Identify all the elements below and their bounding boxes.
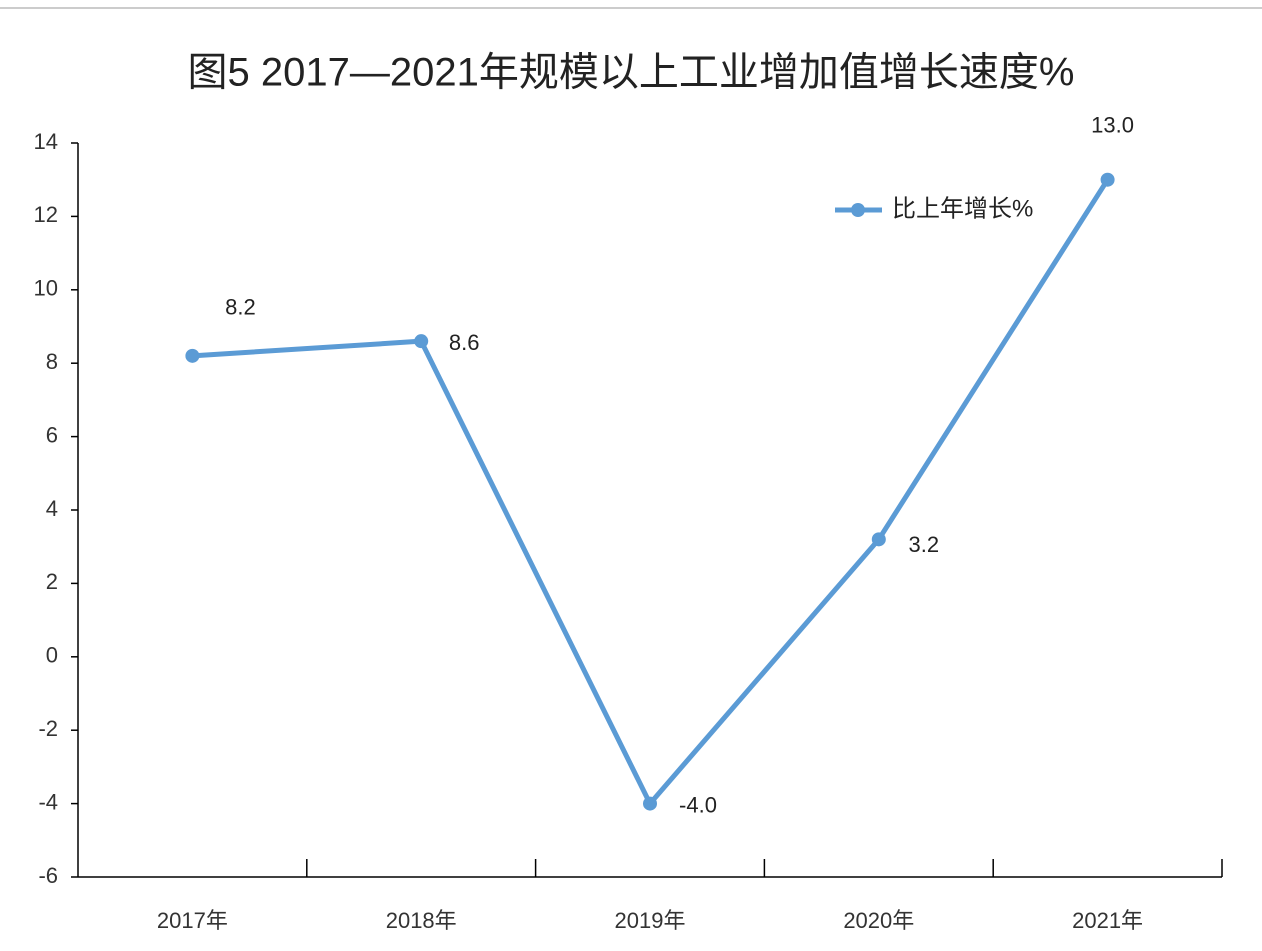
x-tick-label: 2017年 [157,908,228,933]
data-label: 13.0 [1091,113,1134,138]
x-tick-label: 2019年 [615,908,686,933]
x-tick-label: 2021年 [1072,908,1143,933]
y-tick-label: 10 [34,276,58,301]
data-label: 3.2 [909,532,940,557]
y-tick-label: 12 [34,202,58,227]
point [643,796,657,811]
y-tick-label: 14 [34,129,58,154]
y-tick-label: -2 [38,716,58,741]
line [192,178,1110,807]
y-tick-label: 6 [46,422,58,447]
legend-marker [851,203,865,217]
point [185,348,200,363]
point [414,334,429,349]
point [1100,172,1115,187]
y-tick-label: 2 [46,569,58,594]
y-tick-label: 0 [46,643,58,668]
legend-label: 比上年增长% [892,195,1033,222]
y-tick-label: -6 [38,863,58,888]
y-tick-label: 4 [46,496,58,521]
data-label: -4.0 [679,792,717,817]
chart-title: 图5 2017—2021年规模以上工业增加值增长速度% [188,51,1075,95]
data-label: 8.6 [449,330,480,355]
x-tick-label: 2020年 [843,908,914,933]
y-tick-label: 8 [46,349,58,374]
y-tick-label: -4 [38,789,58,814]
point [871,532,886,547]
x-tick-label: 2018年 [386,908,457,933]
data-label: 8.2 [225,295,256,320]
